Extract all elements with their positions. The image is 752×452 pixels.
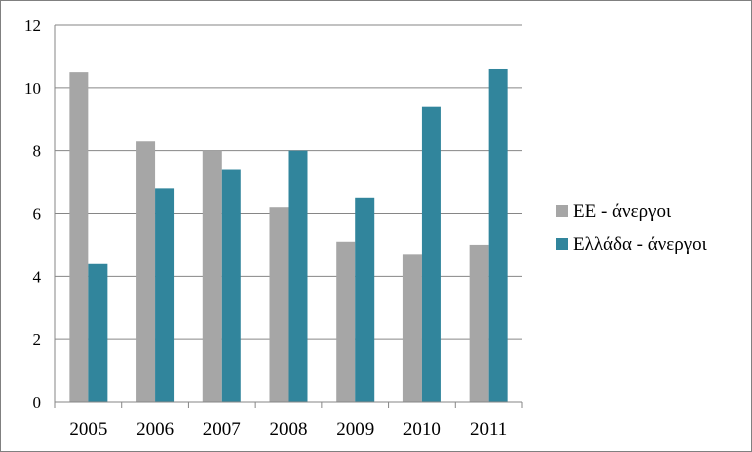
bar-greece-2009 [355,197,375,402]
y-tick-label: 6 [33,205,42,224]
x-tick-label: 2009 [336,419,374,440]
bar-eu-2005 [69,72,89,402]
x-tick-label: 2006 [136,419,174,440]
y-tick-label: 2 [33,330,42,349]
x-tick-label: 2005 [69,419,107,440]
bar-greece-2006 [155,188,175,402]
x-tick-label: 2010 [403,419,441,440]
x-tick-label: 2008 [270,419,308,440]
legend-swatch [556,238,568,250]
bar-greece-2010 [421,106,441,402]
y-tick-label: 12 [24,16,41,35]
bar-eu-2011 [469,244,489,402]
bar-eu-2010 [402,254,422,402]
legend-label: Ελλάδα - άνεργοι [573,234,708,255]
legend-swatch [556,205,568,217]
bar-eu-2009 [336,241,356,402]
bar-eu-2006 [136,141,156,402]
bar-greece-2008 [288,150,308,402]
bar-greece-2005 [88,263,108,402]
y-tick-label: 8 [33,142,42,161]
legend: ΕΕ - άνεργοι Ελλάδα - άνεργοι [556,201,708,255]
axes: 0 2 4 6 8 10 12 2005 2006 2007 2008 2009 2010 2011 [24,16,523,440]
bar-greece-2007 [221,169,241,402]
y-tick-label: 4 [33,267,42,286]
y-tick-label: 10 [24,79,41,98]
legend-label: ΕΕ - άνεργοι [573,201,672,222]
bar-eu-2008 [269,207,289,402]
bar-greece-2011 [488,68,508,402]
x-tick-label: 2007 [203,419,241,440]
bars [69,68,508,402]
y-tick-label: 0 [33,393,42,412]
bar-eu-2007 [202,150,222,402]
x-tick-label: 2011 [470,419,507,440]
